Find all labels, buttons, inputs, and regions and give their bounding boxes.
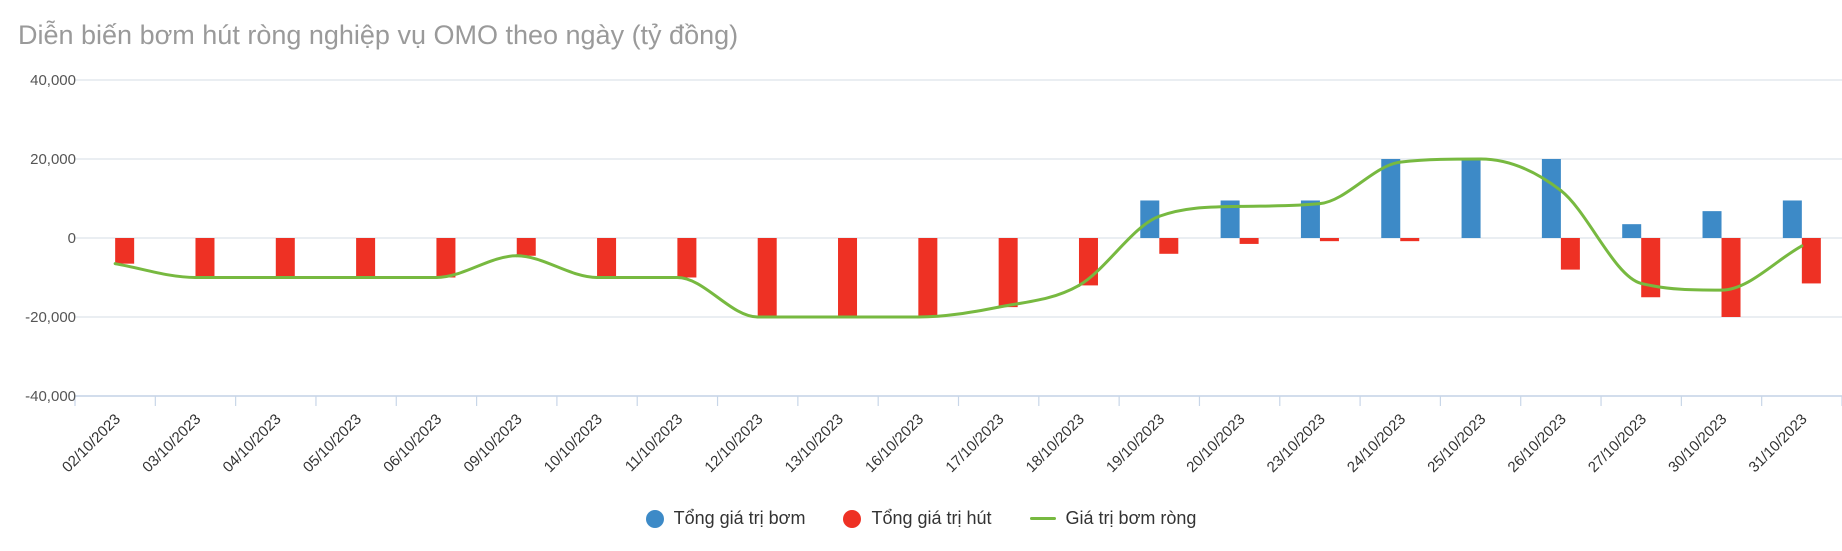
x-tick-label: 31/10/2023: [1746, 411, 1811, 476]
x-tick-label: 03/10/2023: [139, 411, 204, 476]
bar-inject: [1461, 159, 1481, 238]
net-point: [675, 276, 679, 279]
net-point: [595, 276, 599, 279]
net-point: [997, 305, 1001, 309]
legend-item-withdraw[interactable]: Tổng giá trị hút: [843, 508, 992, 529]
net-point: [756, 315, 760, 319]
net-point: [916, 315, 920, 319]
x-tick-label: 30/10/2023: [1665, 411, 1730, 476]
bar-withdraw: [1721, 238, 1741, 317]
legend-net-line-icon: [1029, 517, 1056, 520]
axis-layer: [74, 395, 1842, 406]
x-tick-label: 10/10/2023: [541, 411, 606, 476]
bar-withdraw: [1801, 238, 1821, 284]
net-point: [1800, 244, 1804, 248]
bar-withdraw: [195, 238, 215, 278]
legend-net-label: Giá trị bơm ròng: [1065, 508, 1197, 528]
legend-withdraw-label: Tổng giá trị hút: [871, 508, 992, 528]
bar-inject: [1140, 200, 1160, 238]
legend: Tổng giá trị bơm Tổng giá trị hút Giá tr…: [0, 508, 1842, 529]
bar-inject: [1622, 224, 1642, 238]
legend-inject-label: Tổng giá trị bơm: [673, 508, 806, 528]
y-tick-label: -40,000: [25, 388, 76, 405]
x-tick-label: 17/10/2023: [942, 411, 1007, 476]
bar-inject: [1782, 200, 1802, 238]
x-tick-label: 23/10/2023: [1264, 411, 1329, 476]
legend-inject-dot-icon: [645, 509, 664, 528]
y-tick-label: 20,000: [30, 151, 76, 168]
y-tick-label: 0: [68, 230, 76, 247]
bar-inject: [1220, 200, 1240, 238]
net-point: [515, 254, 519, 258]
x-tick-label: 24/10/2023: [1344, 411, 1409, 476]
x-tick-label: 20/10/2023: [1183, 411, 1248, 476]
bar-withdraw: [1159, 238, 1179, 254]
net-point: [1479, 157, 1483, 161]
bar-withdraw: [356, 238, 376, 278]
bar-inject: [1381, 159, 1401, 238]
bar-withdraw: [1641, 238, 1661, 298]
bar-withdraw: [436, 238, 456, 278]
bars-layer: [115, 159, 1821, 317]
x-tick-label: 11/10/2023: [622, 411, 686, 475]
net-point: [274, 276, 278, 279]
bar-withdraw: [677, 238, 697, 278]
bar-withdraw: [275, 238, 295, 278]
net-point: [193, 276, 197, 279]
bar-withdraw: [115, 238, 135, 264]
net-point: [1157, 214, 1161, 218]
net-point: [1398, 160, 1402, 164]
net-point: [113, 262, 117, 266]
net-point: [1720, 288, 1724, 292]
x-tick-label: 06/10/2023: [380, 411, 445, 476]
bar-inject: [1300, 200, 1320, 238]
y-tick-label: -20,000: [25, 309, 76, 326]
y-tick-label: 40,000: [30, 72, 76, 89]
net-point: [1238, 204, 1242, 208]
bar-withdraw: [838, 238, 858, 317]
line-layer: [113, 157, 1804, 319]
x-tick-label: 05/10/2023: [300, 411, 365, 476]
omo-chart: 40,000 20,000 0 -20,000 -40,000 02/10/2023 03…: [25, 72, 1842, 476]
bar-withdraw: [757, 238, 777, 317]
net-line: [114, 157, 1803, 319]
bar-withdraw: [597, 238, 617, 278]
legend-item-inject[interactable]: Tổng giá trị bơm: [645, 508, 806, 529]
bar-withdraw: [1239, 238, 1259, 244]
y-axis-ticks: 40,000 20,000 0 -20,000 -40,000: [25, 72, 76, 405]
bar-withdraw: [1319, 238, 1339, 242]
bar-withdraw: [998, 238, 1018, 308]
bar-withdraw: [918, 238, 938, 317]
bar-withdraw: [516, 238, 536, 256]
x-tick-label: 25/10/2023: [1424, 411, 1489, 476]
x-tick-label: 26/10/2023: [1505, 411, 1570, 476]
legend-item-net[interactable]: Giá trị bơm ròng: [1029, 508, 1197, 529]
x-tick-label: 27/10/2023: [1585, 411, 1650, 476]
bar-withdraw: [1400, 238, 1420, 242]
bar-withdraw: [1560, 238, 1580, 270]
net-point: [1559, 189, 1563, 193]
net-point: [1639, 281, 1643, 285]
x-axis-ticks: 02/10/2023 03/10/2023 04/10/2023 05/10/2023…: [59, 411, 1811, 476]
net-point: [1318, 202, 1322, 206]
net-point: [434, 276, 438, 279]
x-tick-label: 09/10/2023: [460, 411, 525, 476]
x-tick-label: 12/10/2023: [701, 411, 766, 476]
x-tick-label: 02/10/2023: [59, 411, 124, 476]
bar-inject: [1541, 159, 1561, 238]
legend-withdraw-dot-icon: [843, 509, 862, 528]
x-tick-label: 13/10/2023: [782, 411, 847, 476]
x-tick-label: 04/10/2023: [220, 411, 285, 476]
x-tick-label: 19/10/2023: [1103, 411, 1168, 476]
x-tick-label: 18/10/2023: [1023, 411, 1088, 476]
chart-title: Diễn biến bơm hút ròng nghiệp vụ OMO the…: [18, 20, 739, 50]
net-point: [1077, 283, 1081, 287]
x-tick-label: 16/10/2023: [862, 411, 927, 476]
bar-inject: [1702, 211, 1722, 238]
net-point: [836, 315, 840, 319]
net-point: [354, 276, 358, 279]
